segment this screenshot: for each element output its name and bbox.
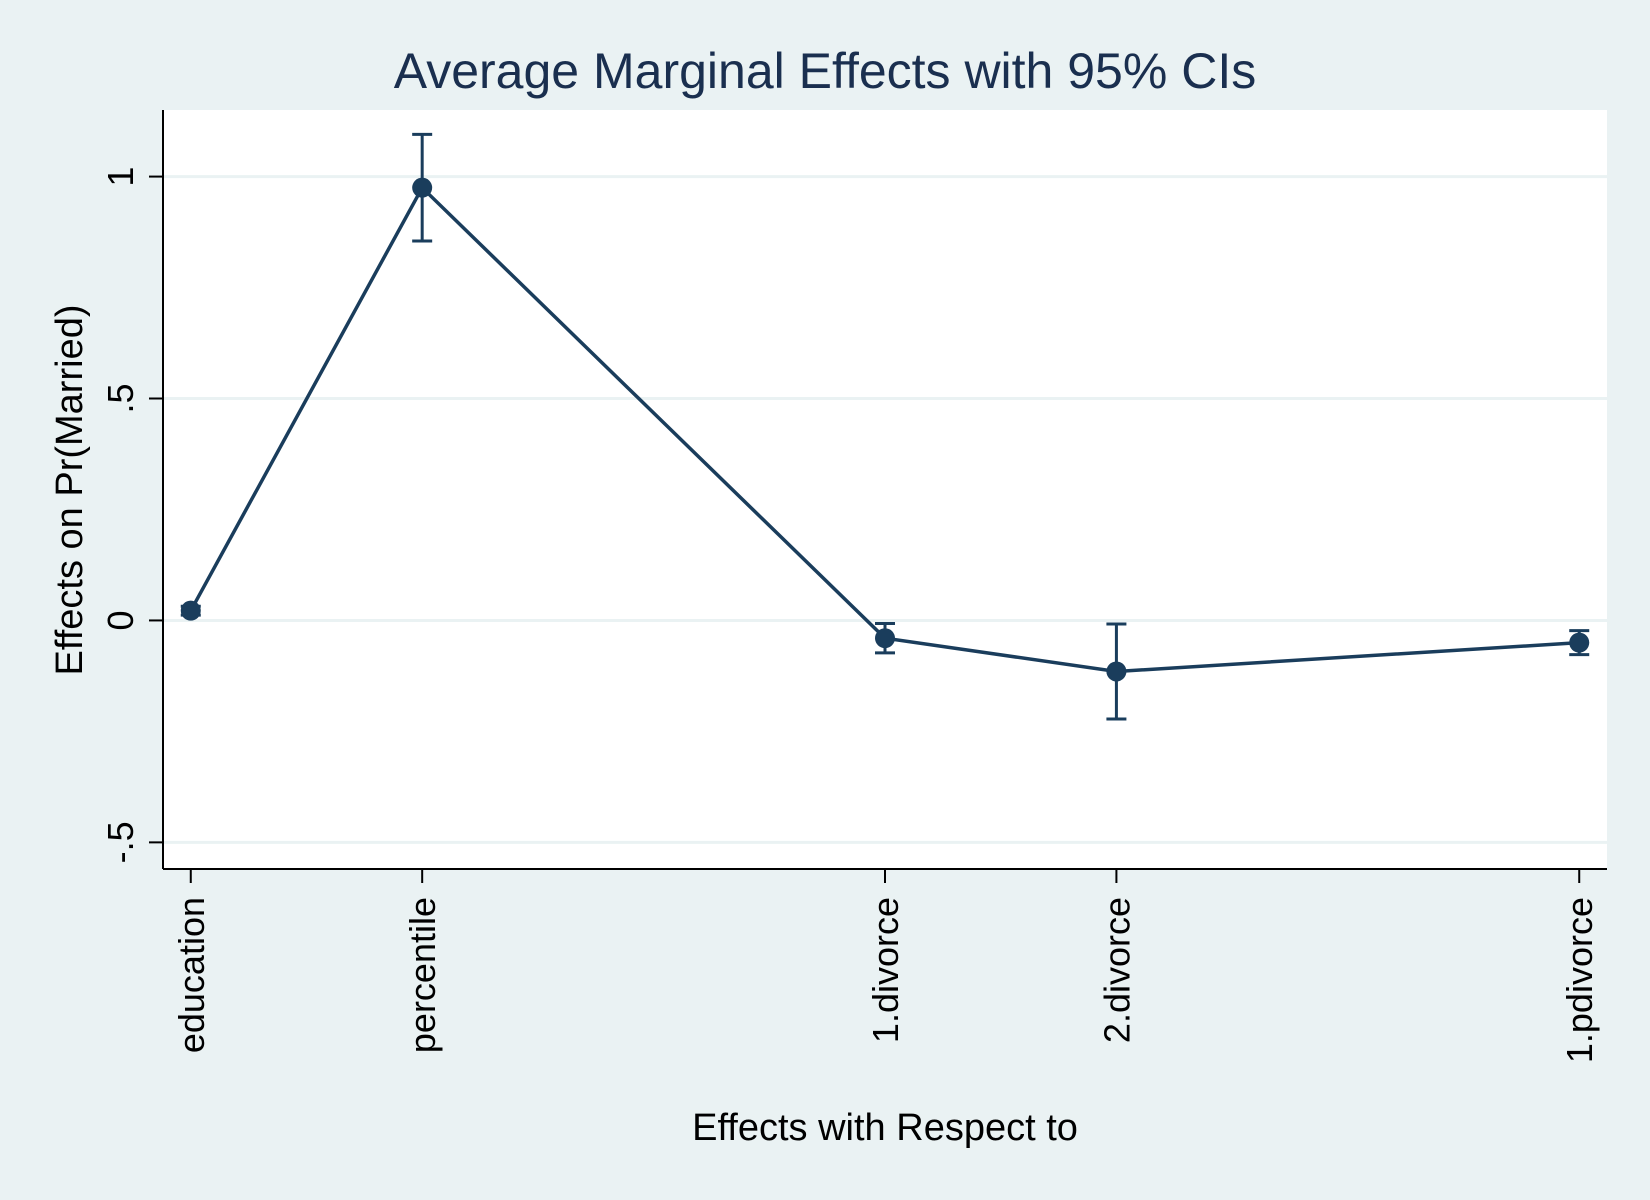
plot-area <box>163 110 1607 869</box>
x-tick-label: 1.pdivorce <box>1559 897 1600 1063</box>
data-points <box>180 177 1590 682</box>
y-tick-label: 0 <box>100 610 141 630</box>
y-tick-label: .5 <box>100 383 141 413</box>
data-point <box>412 177 433 198</box>
y-tick-labels: -.5 0 .5 1 <box>100 167 141 864</box>
data-point <box>1106 661 1127 682</box>
gridlines <box>163 175 1607 844</box>
data-point <box>875 628 895 649</box>
x-tick-label: education <box>171 897 212 1053</box>
chart-title: Average Marginal Effects with 95% CIs <box>394 43 1256 99</box>
x-tick-label: 2.divorce <box>1096 897 1137 1043</box>
tick-marks <box>149 175 1581 883</box>
y-tick-label: -.5 <box>100 821 141 863</box>
data-point <box>1569 632 1590 653</box>
y-tick-label: 1 <box>100 167 141 187</box>
x-tick-labels: education percentile 1.divorce 2.divorce 1.p… <box>171 897 1600 1063</box>
x-tick-label: percentile <box>402 897 443 1053</box>
y-axis-title: Effects on Pr(Married) <box>49 305 91 676</box>
x-axis-title: Effects with Respect to <box>692 1107 1078 1149</box>
x-tick-label: 1.divorce <box>865 897 906 1043</box>
data-point <box>180 600 201 621</box>
